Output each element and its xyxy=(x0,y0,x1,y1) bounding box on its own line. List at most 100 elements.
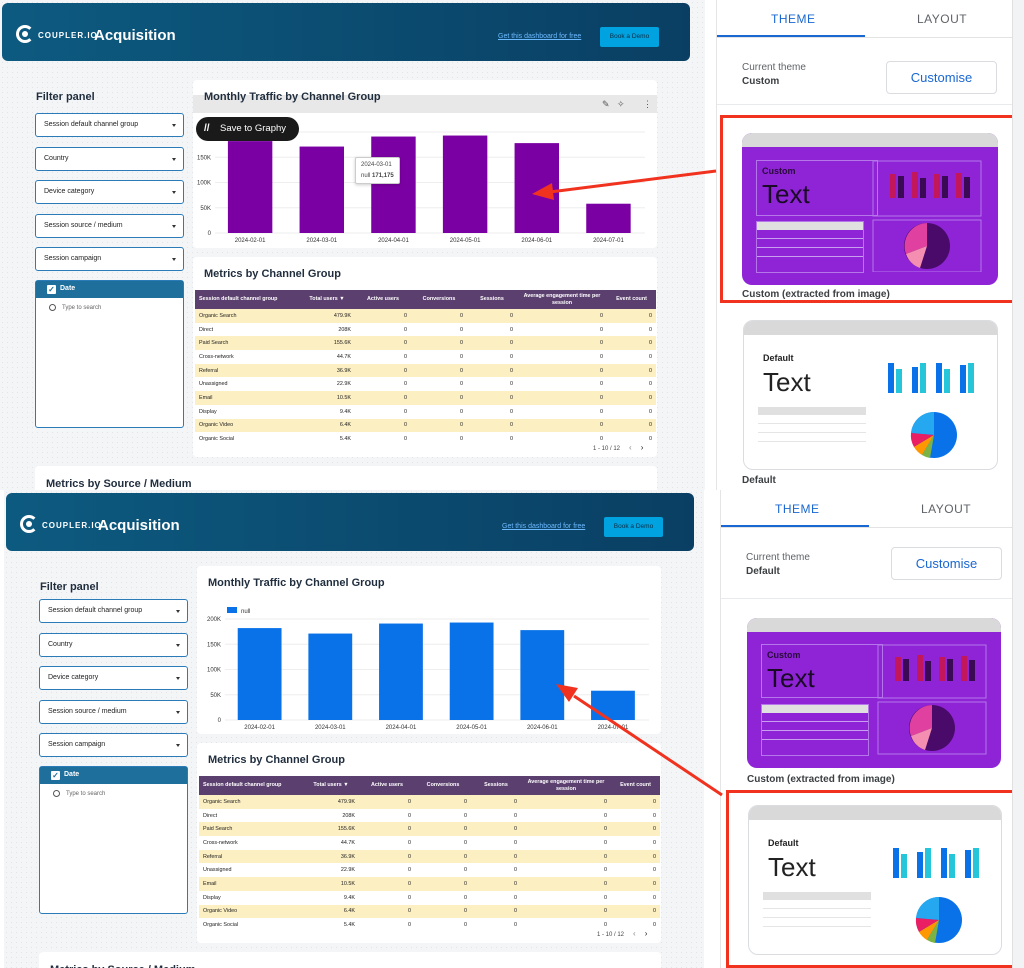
tab-theme[interactable]: THEME xyxy=(771,12,816,26)
prev-page-icon[interactable]: ‹ xyxy=(633,929,636,938)
checkbox-icon[interactable]: ✓ xyxy=(47,285,56,294)
page-title: Acquisition xyxy=(98,517,180,534)
get-dashboard-link[interactable]: Get this dashboard for free xyxy=(502,523,586,530)
save-to-graphy-button[interactable]: // Save to Graphy xyxy=(196,117,299,141)
panel-tabs: THEME LAYOUT xyxy=(721,490,1017,528)
column-header[interactable]: Event count xyxy=(611,776,660,795)
filter-country[interactable]: Country xyxy=(35,147,184,171)
page-title: Acquisition xyxy=(94,27,176,44)
table-cell: 0 xyxy=(355,377,411,392)
default-theme-thumbnail[interactable]: Default Text xyxy=(743,320,998,470)
coupler-logo-icon xyxy=(16,25,34,43)
table-cell: 44.7K xyxy=(299,350,355,364)
table-cell: 0 xyxy=(467,404,517,419)
filter-campaign[interactable]: Session campaign xyxy=(39,733,188,757)
table-cell: 0 xyxy=(411,404,467,419)
table-cell: 0 xyxy=(471,877,521,891)
dashboard-canvas: COUPLER.IO Acquisition Get this dashboar… xyxy=(4,490,704,968)
next-page-icon[interactable]: › xyxy=(640,443,644,452)
filter-device-category[interactable]: Device category xyxy=(35,180,184,204)
tab-theme[interactable]: THEME xyxy=(775,502,820,516)
table-cell: 0 xyxy=(467,391,517,405)
column-header[interactable]: Total users ▼ xyxy=(299,290,355,309)
column-header[interactable]: Event count xyxy=(607,290,656,309)
custom-theme-thumbnail[interactable]: Custom Text xyxy=(747,618,1001,768)
filter-device-category[interactable]: Device category xyxy=(39,666,188,690)
checkbox-icon[interactable]: ✓ xyxy=(51,771,60,780)
table-cell: 155.6K xyxy=(299,336,355,351)
column-header[interactable]: Average engagement time per session xyxy=(521,776,611,795)
screenshot-default-theme: COUPLER.IO Acquisition Get this dashboar… xyxy=(0,490,1024,968)
x-tick-label: 2024-05-01 xyxy=(450,238,481,244)
monthly-traffic-chart: 050K100K150K200K2024-02-012024-03-012024… xyxy=(197,130,645,244)
column-header[interactable]: Total users ▼ xyxy=(303,776,359,795)
default-theme-thumbnail[interactable]: Default Text xyxy=(748,805,1002,955)
table-cell: 0 xyxy=(467,432,517,446)
chevron-down-icon xyxy=(172,124,176,127)
filter-source-medium[interactable]: Session source / medium xyxy=(35,214,184,238)
book-demo-button[interactable]: Book a Demo xyxy=(600,27,659,47)
filter-source-medium[interactable]: Session source / medium xyxy=(39,700,188,724)
date-filter-header[interactable]: ✓ Date xyxy=(40,767,187,784)
chevron-down-icon xyxy=(172,158,176,161)
table-cell: Direct xyxy=(199,808,303,823)
pin-icon[interactable]: ✧ xyxy=(617,99,625,109)
filter-country[interactable]: Country xyxy=(39,633,188,657)
table-cell: 208K xyxy=(299,322,355,337)
table-cell: Organic Video xyxy=(195,418,299,433)
bar xyxy=(449,622,494,720)
date-search-input[interactable]: Type to search xyxy=(36,298,183,311)
table-cell: 0 xyxy=(415,849,471,864)
customise-button[interactable]: Customise xyxy=(886,61,997,94)
column-header[interactable]: Conversions xyxy=(411,290,467,309)
column-header[interactable]: Conversions xyxy=(415,776,471,795)
date-search-input[interactable]: Type to search xyxy=(40,784,187,797)
column-header[interactable]: Active users xyxy=(355,290,411,309)
chevron-down-icon xyxy=(172,191,176,194)
table-cell: 0 xyxy=(355,350,411,364)
date-filter[interactable]: ✓ Date Type to search xyxy=(35,280,184,428)
column-header[interactable]: Session default channel group xyxy=(199,776,303,795)
column-header[interactable]: Active users xyxy=(359,776,415,795)
thumb-topbar xyxy=(747,618,1001,632)
book-demo-button[interactable]: Book a Demo xyxy=(604,517,663,537)
tab-layout[interactable]: LAYOUT xyxy=(921,502,972,516)
bar xyxy=(442,135,488,233)
next-page-icon[interactable]: › xyxy=(644,929,648,938)
more-options-icon[interactable]: ⋮ xyxy=(643,99,652,109)
bar xyxy=(227,141,273,233)
column-header[interactable]: Average engagement time per session xyxy=(517,290,607,309)
column-header[interactable]: Sessions xyxy=(471,776,521,795)
prev-page-icon[interactable]: ‹ xyxy=(629,443,632,452)
get-dashboard-link[interactable]: Get this dashboard for free xyxy=(498,33,582,40)
filter-panel-title: Filter panel xyxy=(36,91,95,103)
tab-layout[interactable]: LAYOUT xyxy=(917,12,968,26)
table-row: Cross-network 44.7K 0 0 0 0 0 xyxy=(195,350,656,364)
table-row: Paid Search 155.6K 0 0 0 0 0 xyxy=(199,822,660,837)
customise-button[interactable]: Customise xyxy=(891,547,1002,580)
table-cell: 0 xyxy=(411,336,467,351)
x-tick-label: 2024-06-01 xyxy=(521,238,552,244)
table-cell: 22.9K xyxy=(299,377,355,392)
thumb-mini-charts xyxy=(872,160,982,272)
y-tick-label: 50K xyxy=(210,693,221,699)
date-filter-header[interactable]: ✓ Date xyxy=(36,281,183,298)
filter-channel-group[interactable]: Session default channel group xyxy=(35,113,184,137)
bar xyxy=(514,143,559,233)
column-header[interactable]: Session default channel group xyxy=(195,290,299,309)
table-cell: 0 xyxy=(355,336,411,351)
filter-channel-group[interactable]: Session default channel group xyxy=(39,599,188,623)
table-cell: 0 xyxy=(521,849,611,864)
table-cell: 10.5K xyxy=(303,877,359,891)
date-filter[interactable]: ✓ Date Type to search xyxy=(39,766,188,914)
column-header[interactable]: Sessions xyxy=(467,290,517,309)
table-cell: Cross-network xyxy=(195,350,299,364)
edit-icon[interactable]: ✎ xyxy=(602,99,610,109)
filter-campaign[interactable]: Session campaign xyxy=(35,247,184,271)
table-cell: 0 xyxy=(415,918,471,932)
thumb-table-block xyxy=(758,407,866,442)
custom-theme-thumbnail[interactable]: Custom Text xyxy=(742,133,998,285)
x-tick-label: 2024-05-01 xyxy=(456,725,487,731)
x-tick-label: 2024-03-01 xyxy=(306,238,337,244)
chevron-down-icon xyxy=(176,744,180,747)
